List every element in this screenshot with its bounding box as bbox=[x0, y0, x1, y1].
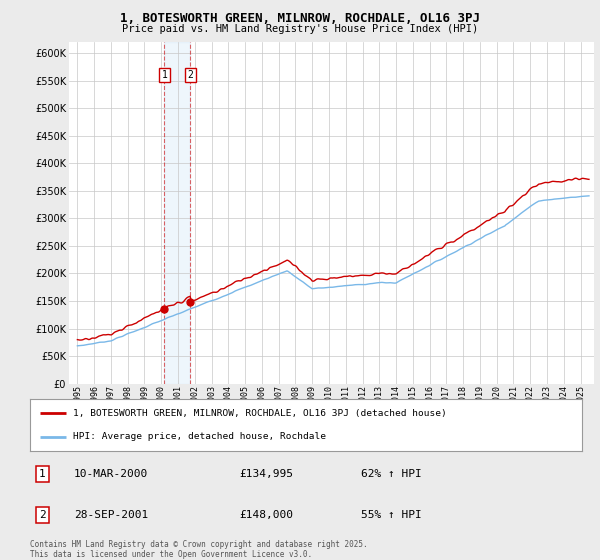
Text: Contains HM Land Registry data © Crown copyright and database right 2025.
This d: Contains HM Land Registry data © Crown c… bbox=[30, 540, 368, 559]
Text: £148,000: £148,000 bbox=[240, 510, 294, 520]
Text: 1: 1 bbox=[39, 469, 46, 479]
Text: 10-MAR-2000: 10-MAR-2000 bbox=[74, 469, 148, 479]
Text: 55% ↑ HPI: 55% ↑ HPI bbox=[361, 510, 422, 520]
Text: 2: 2 bbox=[39, 510, 46, 520]
Text: £134,995: £134,995 bbox=[240, 469, 294, 479]
Text: 62% ↑ HPI: 62% ↑ HPI bbox=[361, 469, 422, 479]
Text: 1: 1 bbox=[161, 70, 167, 80]
Text: HPI: Average price, detached house, Rochdale: HPI: Average price, detached house, Roch… bbox=[73, 432, 326, 441]
Text: 2: 2 bbox=[188, 70, 193, 80]
Bar bbox=[164, 42, 190, 384]
Text: 1, BOTESWORTH GREEN, MILNROW, ROCHDALE, OL16 3PJ: 1, BOTESWORTH GREEN, MILNROW, ROCHDALE, … bbox=[120, 12, 480, 25]
Text: 1, BOTESWORTH GREEN, MILNROW, ROCHDALE, OL16 3PJ (detached house): 1, BOTESWORTH GREEN, MILNROW, ROCHDALE, … bbox=[73, 409, 447, 418]
Text: 28-SEP-2001: 28-SEP-2001 bbox=[74, 510, 148, 520]
Text: Price paid vs. HM Land Registry's House Price Index (HPI): Price paid vs. HM Land Registry's House … bbox=[122, 24, 478, 34]
